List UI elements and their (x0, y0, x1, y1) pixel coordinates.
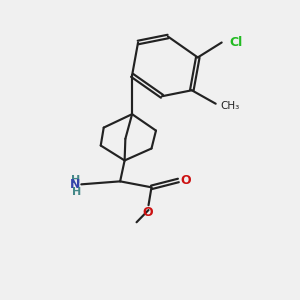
Text: H: H (70, 175, 80, 185)
Text: CH₃: CH₃ (220, 101, 239, 111)
Text: O: O (142, 206, 153, 219)
Text: Cl: Cl (229, 36, 242, 49)
Text: O: O (181, 174, 191, 187)
Text: N: N (70, 178, 80, 190)
Text: H: H (72, 188, 81, 197)
